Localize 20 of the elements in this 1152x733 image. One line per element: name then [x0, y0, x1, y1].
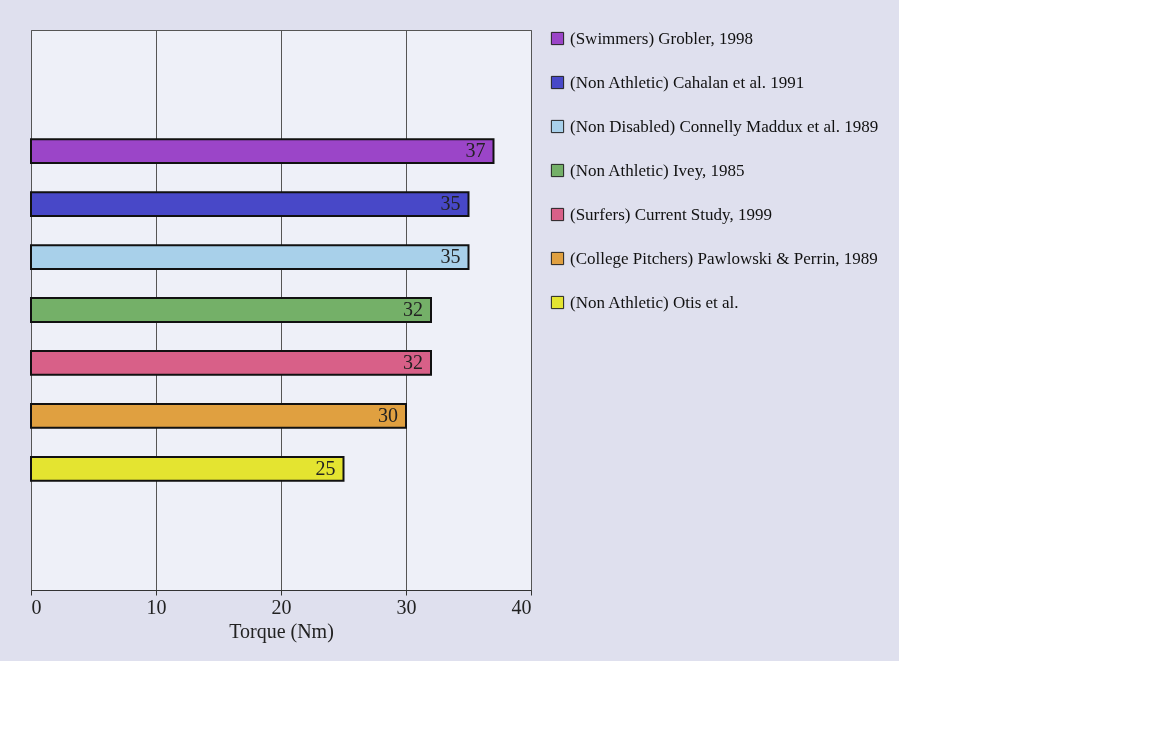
x-tick-label: 20 — [271, 595, 292, 618]
legend-label: (Swimmers) Grobler, 1998 — [570, 28, 753, 48]
legend-label: (Non Disabled) Connelly Maddux et al. 1989 — [570, 116, 879, 136]
data-label: 35 — [440, 192, 461, 215]
x-tick-label: 40 — [511, 595, 532, 618]
legend-label: (College Pitchers) Pawlowski & Perrin, 1989 — [570, 248, 878, 268]
legend-label: (Non Athletic) Ivey, 1985 — [570, 160, 745, 180]
data-label: 25 — [315, 456, 336, 479]
legend-label: (Surfers) Current Study, 1999 — [570, 204, 772, 224]
data-label: 37 — [465, 139, 486, 162]
data-label: 35 — [440, 245, 461, 268]
data-label: 32 — [403, 350, 423, 373]
legend-label: (Non Athletic) Otis et al. — [570, 292, 739, 312]
legend-label: (Non Athletic) Cahalan et al. 1991 — [570, 72, 805, 92]
data-label: 30 — [378, 403, 398, 426]
data-label: 32 — [403, 298, 423, 320]
x-tick-label: 30 — [396, 595, 417, 618]
x-tick-label: 10 — [146, 595, 167, 618]
x-axis-title: Torque (Nm) — [229, 619, 334, 643]
x-tick-label: 0 — [31, 595, 42, 618]
